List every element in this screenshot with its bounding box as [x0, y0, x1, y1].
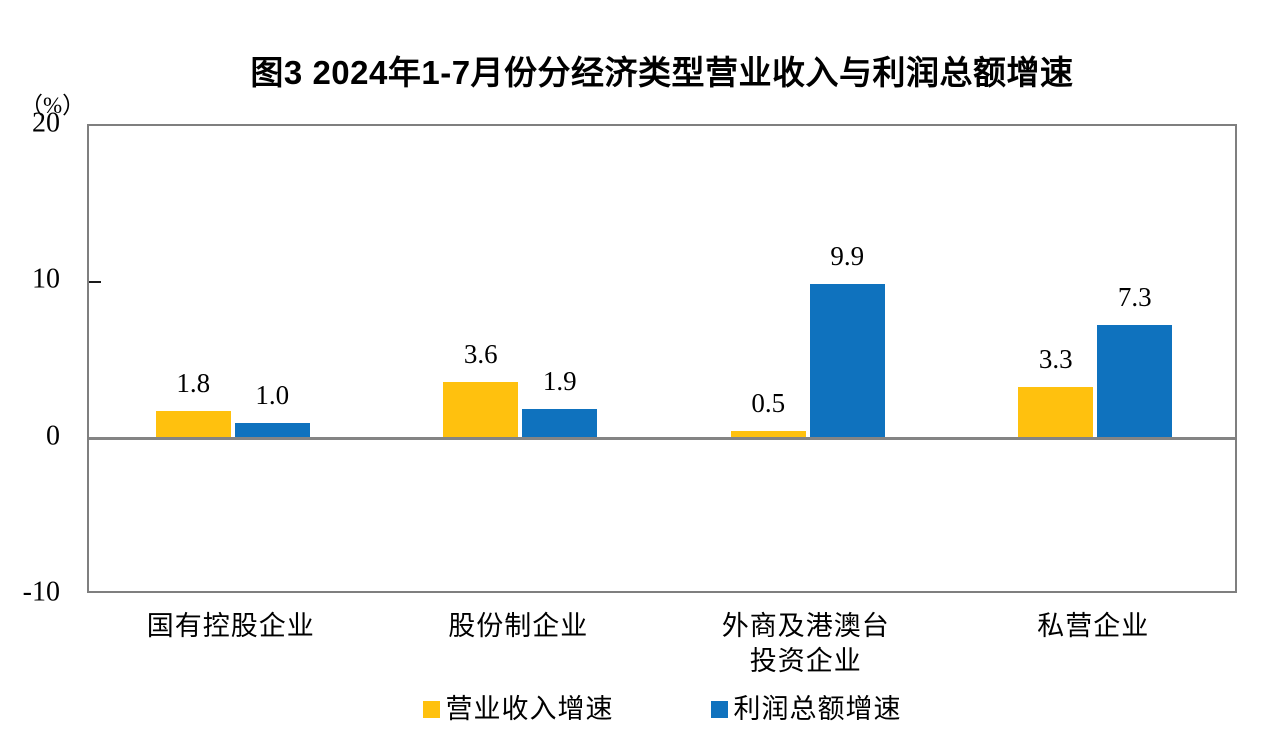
legend-item: 营业收入增速: [422, 694, 614, 724]
y-tick-label: 0: [46, 420, 60, 452]
y-axis-unit-label: （%）: [20, 93, 86, 118]
legend-label: 营业收入增速: [445, 694, 614, 724]
y-tick-label: 10: [32, 263, 60, 295]
bar-营业收入增速-外商及港澳台: [730, 430, 806, 439]
plot-area: 1.8 3.6 0.5 3.3 1.0 1.9 9.9 7.3: [87, 124, 1237, 593]
y-tick-label: -10: [22, 576, 60, 608]
bar-营业收入增速-私营企业: [1018, 387, 1094, 439]
legend-swatch: [710, 701, 728, 718]
legend-label: 利润总额增速: [733, 694, 902, 724]
bar-value-label: 1.0: [255, 380, 290, 411]
bar-利润总额增速-国有控股企业: [234, 423, 310, 439]
category-label: 股份制企业: [448, 611, 589, 641]
bar-value-label: 3.6: [463, 339, 498, 370]
legend-item: 利润总额增速: [710, 694, 902, 724]
zero-line: [89, 437, 1235, 441]
y-tick-label: 20: [32, 107, 60, 139]
y-tick-mark: [89, 281, 101, 284]
bar-value-label: 1.8: [176, 367, 211, 398]
bar-value-label: 7.3: [1117, 281, 1152, 312]
bar-利润总额增速-私营企业: [1097, 324, 1173, 439]
bar-利润总额增速-外商及港澳台: [809, 283, 885, 439]
bar-value-label: 9.9: [830, 240, 865, 271]
category-label: 外商及港澳台 投资企业: [721, 611, 890, 676]
chart-title: 图3 2024年1-7月份分经济类型营业收入与利润总额增速: [250, 54, 1074, 91]
bar-利润总额增速-股份制企业: [522, 408, 598, 439]
bar-营业收入增速-国有控股企业: [155, 410, 231, 439]
bar-value-label: 3.3: [1038, 344, 1073, 375]
category-label: 私营企业: [1037, 611, 1150, 641]
bar-value-label: 1.9: [542, 365, 577, 396]
legend-swatch: [422, 701, 440, 718]
bar-营业收入增速-股份制企业: [443, 382, 519, 439]
bar-value-label: 0.5: [751, 387, 786, 418]
legend: 营业收入增速 利润总额增速: [87, 696, 1237, 723]
category-label: 国有控股企业: [146, 611, 315, 641]
